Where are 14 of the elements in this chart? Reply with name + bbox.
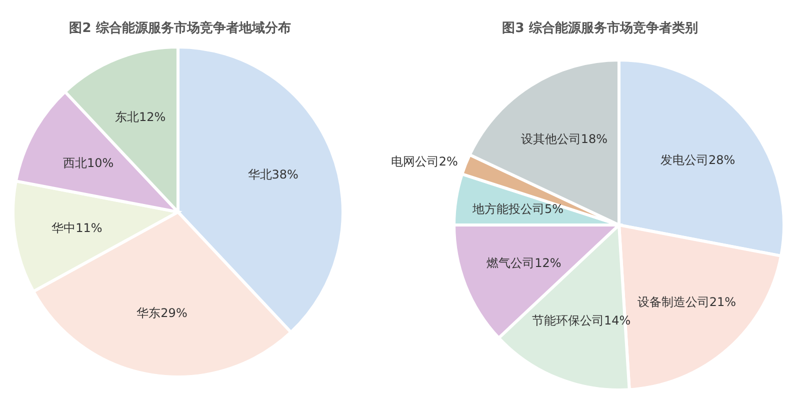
slice-label: 华北38%: [248, 168, 298, 182]
slice-label: 设其他公司18%: [520, 132, 608, 146]
slice-label: 华东29%: [136, 306, 188, 320]
chart-title: 图3 综合能源服务市场竞争者类别: [502, 20, 698, 36]
slice-label: 节能环保公司14%: [532, 313, 631, 328]
slice-label: 发电公司28%: [660, 152, 736, 167]
slice-label: 燃气公司12%: [486, 256, 562, 270]
slice-label: 华中11%: [52, 221, 102, 236]
chart-title: 图2 综合能源服务市场竞争者地域分布: [69, 20, 291, 36]
slice-label: 东北12%: [115, 110, 166, 124]
slice-label: 地方能投公司5%: [471, 202, 564, 216]
slice-label: 电网公司2%: [390, 154, 458, 168]
slice-label: 设备制造公司21%: [637, 294, 736, 309]
slice-label: 西北10%: [63, 156, 114, 170]
